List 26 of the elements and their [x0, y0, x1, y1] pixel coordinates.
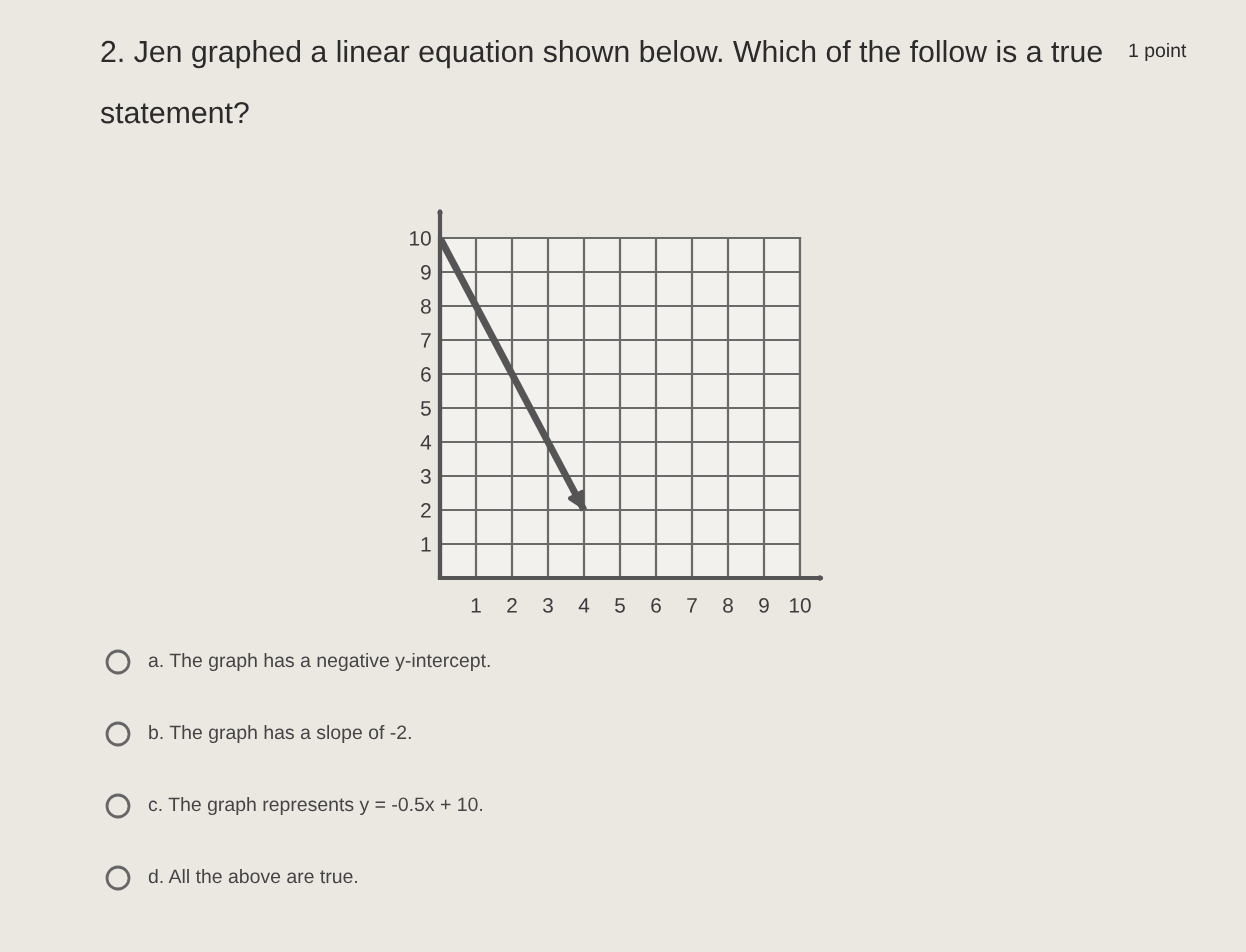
x-tick-label: 9: [759, 597, 769, 613]
text: b. The graph has a slope of -2.: [149, 724, 411, 744]
text: 1 point: [1129, 42, 1187, 62]
y-tick-label: 6: [421, 367, 431, 382]
x-tick-label: 10: [790, 597, 811, 613]
y-tick-label: 7: [421, 333, 431, 348]
y-tick-label: 5: [420, 401, 431, 416]
x-tick-label: 6: [651, 597, 661, 613]
y-tick-label: 9: [421, 265, 431, 280]
y-tick-label: 1: [421, 537, 431, 552]
x-tick-label: 2: [507, 597, 517, 613]
y-tick-label: 8: [420, 299, 431, 314]
x-tick-label: 1: [471, 598, 481, 613]
y-tick-label: 10: [410, 231, 431, 246]
x-tick-label: 7: [687, 598, 697, 613]
x-tick-label: 8: [723, 597, 733, 613]
y-tick-label: 3: [420, 469, 431, 484]
y-tick-label: 4: [420, 435, 432, 450]
chart-title: 2. Jen graphed a linear equation shown below. Which of the follow is a true statement?: [100, 40, 1102, 124]
y-tick-label: 2: [421, 503, 431, 518]
text: d. All the above are true.: [148, 868, 358, 884]
x-tick-label: 5: [615, 598, 625, 613]
text: c. The graph represents y = -0.5x + 10.: [148, 796, 483, 816]
text: a. The graph has a negative y-intercept.: [148, 652, 490, 672]
x-tick-label: 3: [543, 597, 553, 613]
x-tick-label: 4: [578, 598, 590, 613]
